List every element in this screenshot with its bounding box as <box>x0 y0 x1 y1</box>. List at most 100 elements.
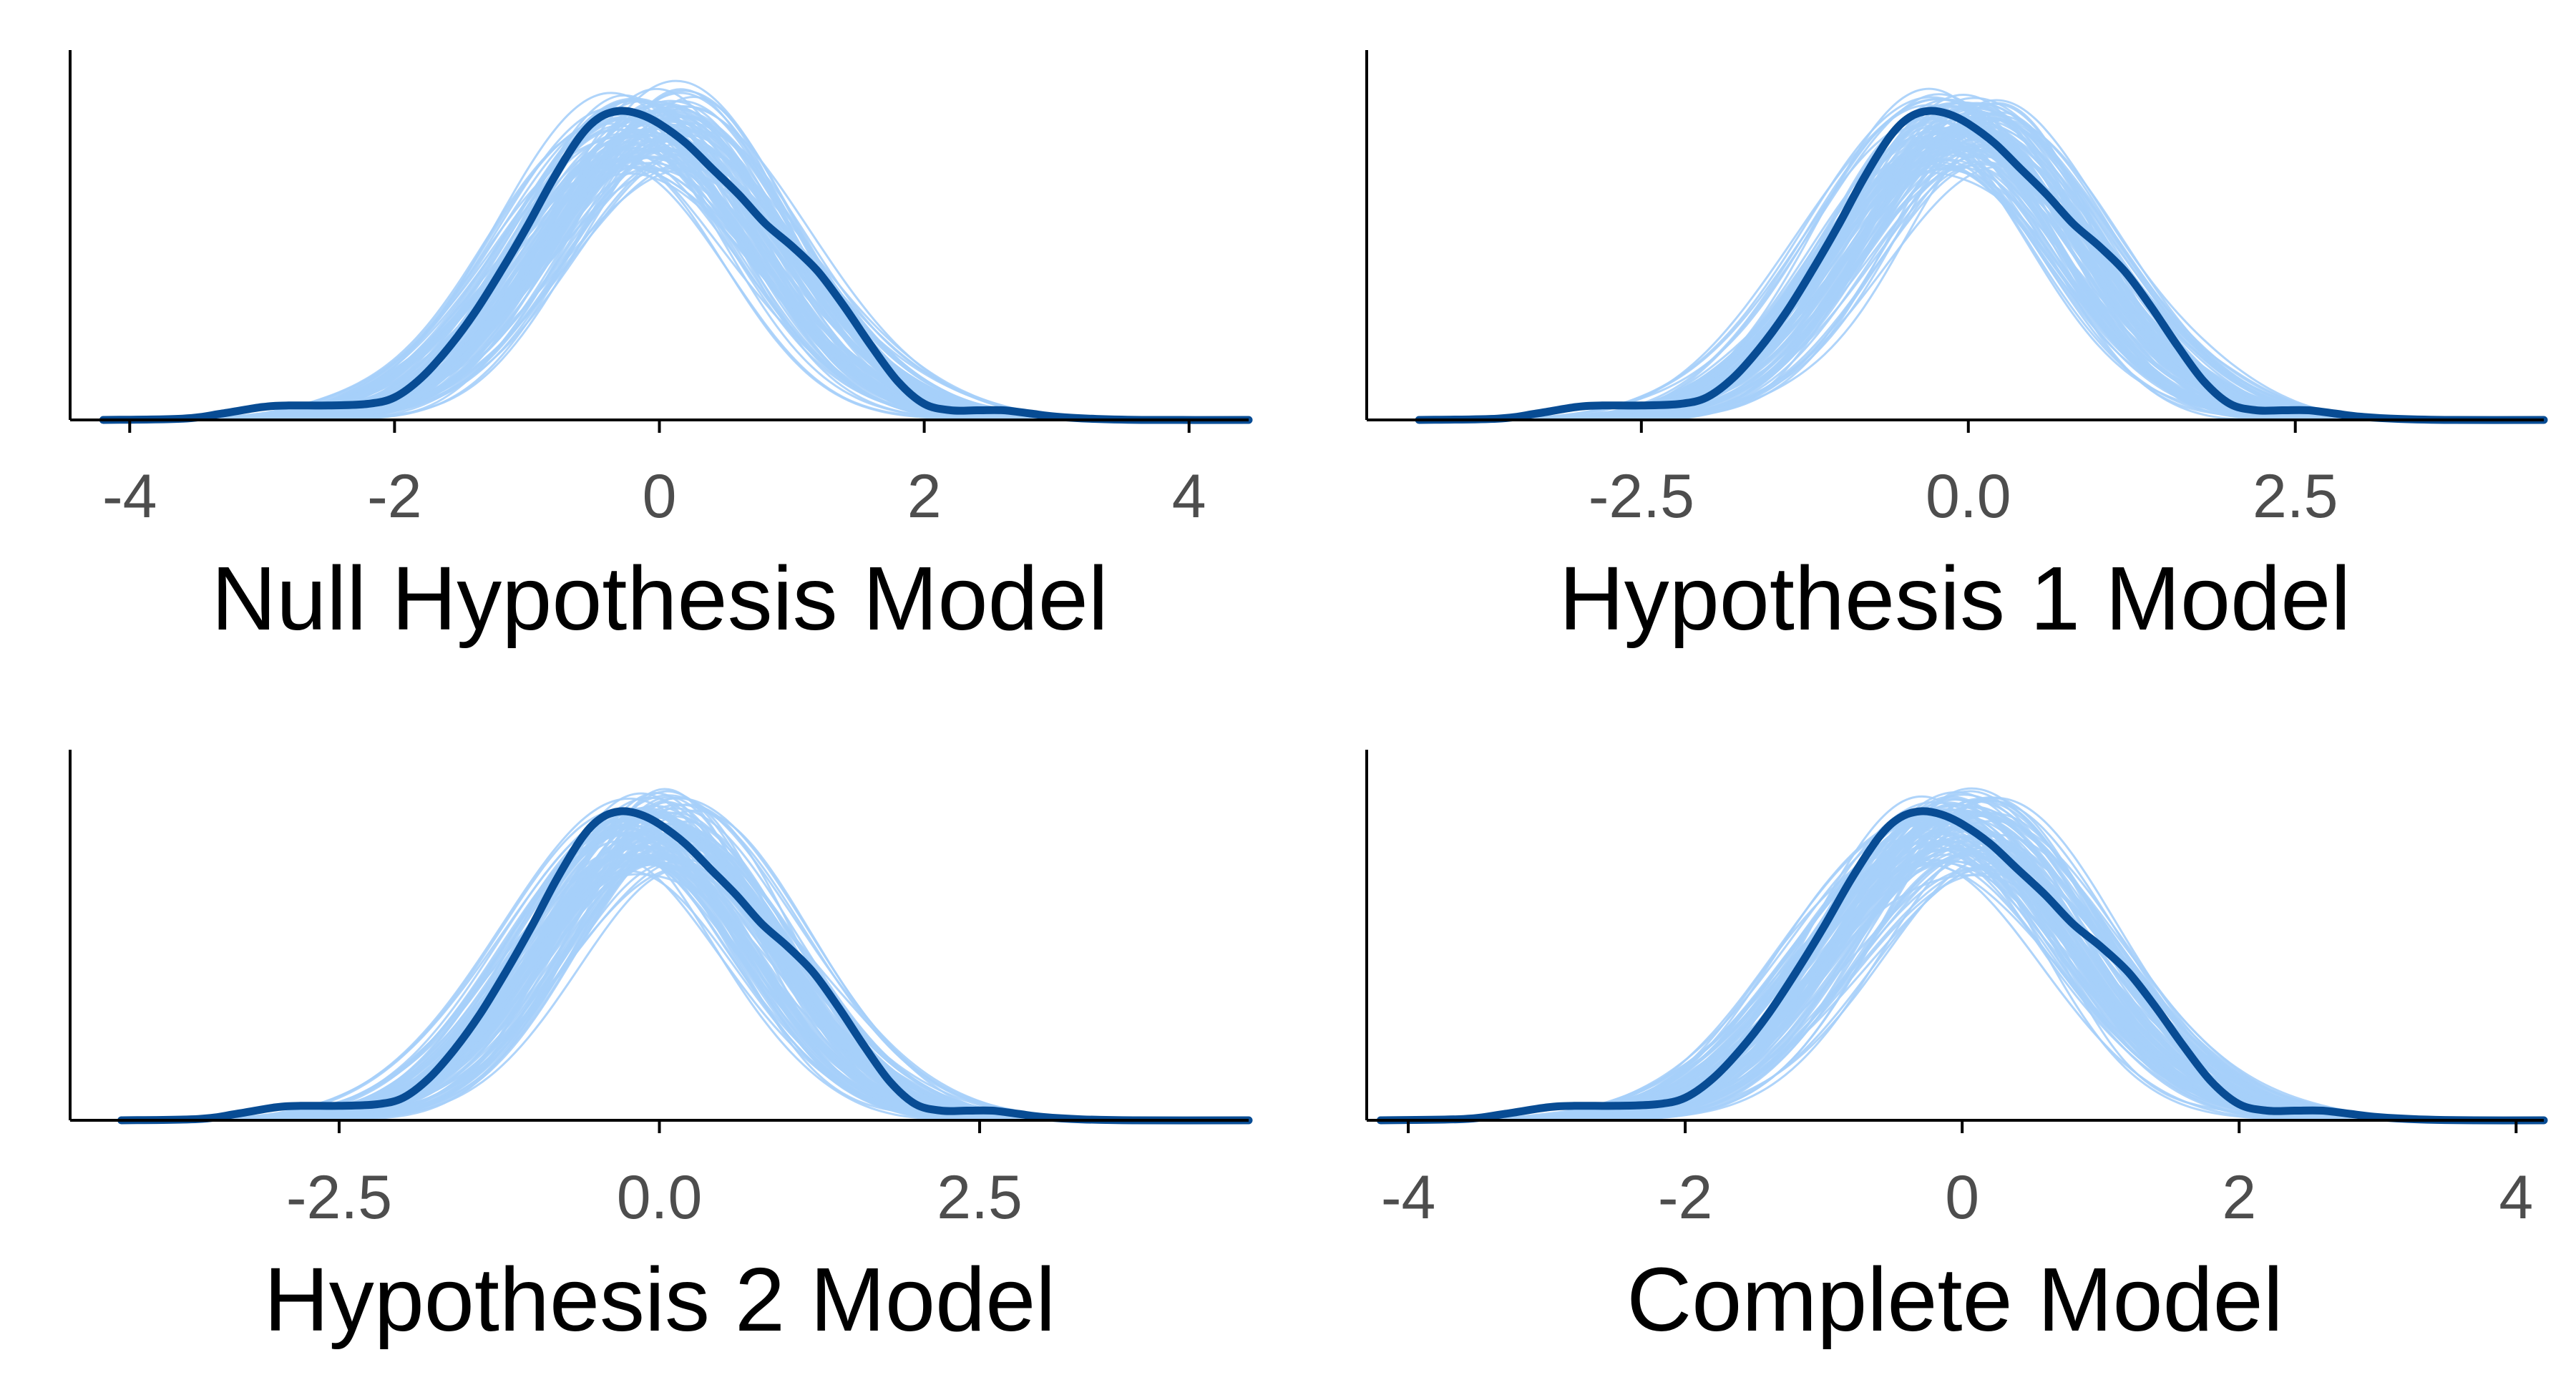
replicated-density-line <box>69 858 1249 1122</box>
replicated-density-line <box>69 860 1249 1122</box>
replicated-density-line <box>69 840 1249 1122</box>
replicated-density-line <box>1366 848 2544 1122</box>
replicated-density-line <box>1367 165 2544 421</box>
replicated-density-line <box>70 153 1249 421</box>
replicated-density-line <box>1367 153 2544 421</box>
replicated-density-line <box>69 845 1249 1122</box>
replicated-density-line <box>69 823 1249 1122</box>
replicated-density-line <box>70 143 1249 421</box>
replicated-density-line <box>1367 131 2544 421</box>
replicated-density-line <box>69 856 1249 1122</box>
x-tick-label: 0.0 <box>617 1163 703 1232</box>
replicated-density-line <box>1367 136 2544 421</box>
x-tick-label: 4 <box>1172 462 1206 531</box>
panel-bottom-right: -4 -2 0 2 4 Complete Model <box>1365 750 2548 1350</box>
replicated-density-line <box>1366 821 2544 1122</box>
replicated-density-line <box>70 139 1249 421</box>
replicated-density-line <box>1367 127 2544 421</box>
replicated-density-line <box>1367 138 2544 421</box>
replicated-density-line <box>1366 867 2544 1122</box>
replicated-density-line <box>69 823 1249 1122</box>
replicated-density-line <box>1367 131 2544 421</box>
x-tick-label: -4 <box>1381 1163 1435 1232</box>
replicated-density-line <box>69 857 1249 1122</box>
replicated-density-line <box>1366 859 2544 1122</box>
replicated-density-line <box>69 824 1249 1122</box>
replicated-density-line <box>70 134 1249 421</box>
replicated-density-line <box>69 868 1249 1122</box>
replicated-density-line <box>1366 849 2544 1122</box>
panel-title: Hypothesis 1 Model <box>1559 548 2351 649</box>
replicated-density-line <box>1367 109 2544 421</box>
replicated-density-line <box>1366 861 2544 1122</box>
x-tick-label: 2.5 <box>2253 462 2338 531</box>
replicated-density-line <box>69 826 1249 1122</box>
replicated-density-line <box>1366 848 2544 1122</box>
replicated-density-line <box>69 846 1249 1122</box>
replicated-density-line <box>69 833 1249 1122</box>
replicated-density-line <box>70 161 1249 421</box>
replicated-density-line <box>1367 848 2544 1122</box>
replicated-draws <box>69 788 1249 1122</box>
replicated-density-line <box>1366 861 2544 1122</box>
replicated-density-line <box>70 134 1249 421</box>
replicated-density-line <box>1366 821 2544 1122</box>
replicated-density-line <box>1366 848 2545 1122</box>
replicated-density-line <box>1366 872 2545 1122</box>
x-tick-label: 0.0 <box>1926 462 2011 531</box>
replicated-density-line <box>1366 852 2544 1122</box>
x-tick-label: 0 <box>643 462 677 531</box>
replicated-density-line <box>1367 851 2544 1122</box>
replicated-density-line <box>1366 820 2544 1122</box>
replicated-density-line <box>1367 146 2544 421</box>
replicated-density-line <box>1367 165 2544 421</box>
replicated-density-line <box>69 856 1249 1122</box>
replicated-density-line <box>1367 154 2544 421</box>
replicated-density-line <box>1367 165 2544 421</box>
replicated-density-line <box>1366 822 2544 1122</box>
replicated-density-line <box>70 165 1249 421</box>
replicated-density-line <box>70 147 1249 421</box>
x-tick-label: -2 <box>367 462 421 531</box>
replicated-density-line <box>70 147 1249 421</box>
replicated-density-line <box>1367 162 2544 421</box>
replicated-density-line <box>69 863 1249 1122</box>
x-tick-label: -4 <box>102 462 157 531</box>
replicated-density-line <box>70 158 1249 421</box>
replicated-density-line <box>1367 111 2544 421</box>
replicated-density-line <box>69 848 1249 1122</box>
replicated-density-line <box>69 846 1249 1122</box>
replicated-density-line <box>1366 860 2545 1122</box>
replicated-density-line <box>1367 145 2544 421</box>
replicated-density-line <box>1367 855 2544 1122</box>
replicated-density-line <box>69 849 1249 1122</box>
replicated-density-line <box>70 156 1249 421</box>
replicated-density-line <box>1366 819 2544 1122</box>
replicated-density-line <box>69 856 1249 1122</box>
replicated-density-line <box>1367 157 2544 421</box>
replicated-density-line <box>1367 136 2544 421</box>
replicated-density-line <box>1366 843 2544 1122</box>
replicated-density-line <box>69 853 1249 1122</box>
replicated-density-line <box>1367 862 2544 1122</box>
replicated-density-line <box>1367 149 2544 421</box>
replicated-density-line <box>69 826 1249 1122</box>
x-tick-label: 2 <box>907 462 942 531</box>
replicated-density-line <box>1367 163 2544 421</box>
replicated-density-line <box>1367 854 2544 1122</box>
x-tick-label: 2.5 <box>937 1163 1023 1232</box>
replicated-density-line <box>70 149 1249 421</box>
replicated-density-line <box>70 153 1249 421</box>
replicated-density-line <box>1366 847 2544 1122</box>
replicated-density-line <box>70 127 1249 421</box>
replicated-density-line <box>69 856 1249 1122</box>
replicated-density-line <box>1367 171 2544 421</box>
replicated-density-line <box>70 172 1249 421</box>
replicated-density-line <box>70 79 1249 421</box>
replicated-density-line <box>69 854 1249 1122</box>
replicated-density-line <box>1366 822 2544 1122</box>
observed-density-line <box>1415 107 2548 424</box>
replicated-draws <box>1366 787 2545 1122</box>
replicated-density-line <box>1366 821 2544 1122</box>
replicated-density-line <box>1367 858 2544 1122</box>
